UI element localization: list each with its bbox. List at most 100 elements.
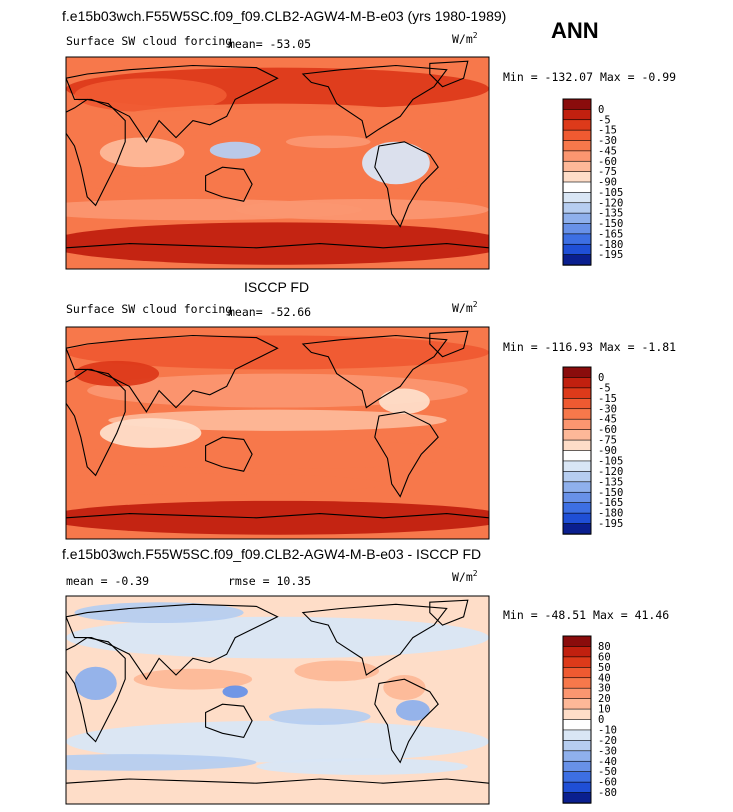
- colorbar-swatch: [562, 677, 592, 689]
- map-panel-3: [65, 595, 490, 805]
- colorbar-swatch: [562, 646, 592, 658]
- panel2-title: Surface SW cloud forcing: [66, 302, 233, 316]
- field-region: [269, 708, 371, 725]
- colorbar-tick-label: -75: [598, 435, 617, 447]
- panel1-mean: mean= -53.05: [228, 37, 312, 51]
- field-region: [87, 439, 468, 470]
- colorbar-swatch: [562, 740, 592, 752]
- coastline: [66, 98, 126, 207]
- colorbar-tick-label: -45: [598, 414, 617, 426]
- coastline: [66, 637, 126, 743]
- colorbar-swatch: [562, 171, 592, 183]
- colorbar-tick-label: -5: [598, 382, 611, 394]
- panel2-minmax: Min = -116.93 Max = -1.81: [503, 340, 677, 354]
- colorbar-tick-label: -195: [598, 518, 623, 530]
- field-region: [108, 103, 447, 138]
- colorbar-tick-label: 30: [598, 683, 611, 695]
- colorbar-tick-label: -45: [598, 145, 617, 157]
- field-region: [74, 360, 160, 387]
- panel3-title: f.e15b03wch.F55W5SC.f09_f09.CLB2-AGW4-M-…: [62, 546, 482, 562]
- coastline: [205, 166, 253, 202]
- colorbar-tick-label: 0: [598, 372, 604, 384]
- colorbar-tick-label: -135: [598, 208, 623, 220]
- map-panel-2: [65, 326, 490, 540]
- colorbar-swatch: [562, 635, 592, 648]
- map-frame: [65, 595, 490, 805]
- colorbar-tick-label: -15: [598, 393, 617, 405]
- field-region: [99, 418, 202, 448]
- colorbar-swatch: [562, 387, 592, 400]
- coastline: [301, 334, 448, 409]
- colorbar-swatch: [562, 708, 592, 721]
- colorbar-swatch: [562, 418, 592, 431]
- colorbar-tick-label: -135: [598, 476, 623, 488]
- colorbar-swatch: [562, 243, 592, 256]
- colorbar-tick-label: -10: [598, 724, 617, 736]
- colorbar-tick-label: -60: [598, 777, 617, 789]
- colorbar-swatch: [562, 450, 592, 462]
- coastline: [205, 703, 253, 739]
- colorbar-tick-label: -165: [598, 228, 623, 240]
- colorbar-1: 0-5-15-30-45-60-75-90-105-120-135-150-16…: [562, 98, 623, 266]
- colorbar-tick-label: -150: [598, 487, 623, 499]
- colorbar-tick-label: -5: [598, 114, 611, 126]
- colorbar-swatch: [562, 140, 592, 152]
- colorbar-tick-label: -165: [598, 497, 623, 509]
- colorbar-tick-label: -90: [598, 177, 617, 189]
- colorbar-swatch: [562, 429, 592, 441]
- field-region: [74, 78, 227, 113]
- field-region: [66, 335, 489, 370]
- panel1-minmax: Min = -132.07 Max = -0.99: [503, 70, 677, 84]
- colorbar-swatch: [562, 502, 592, 514]
- colorbar-swatch: [562, 181, 592, 194]
- colorbar-swatch: [562, 98, 592, 111]
- coastline: [66, 334, 279, 413]
- colorbar-swatch: [562, 398, 592, 410]
- colorbar-swatch: [562, 792, 592, 804]
- field-region: [235, 199, 489, 221]
- coastline: [374, 141, 439, 228]
- colorbar-tick-label: -105: [598, 187, 623, 199]
- colorbar-swatch: [562, 233, 592, 245]
- colorbar-swatch: [562, 109, 592, 121]
- colorbar-tick-label: -15: [598, 125, 617, 137]
- field-region: [285, 135, 371, 149]
- colorbar-swatch: [562, 160, 592, 173]
- colorbar-tick-label: 40: [598, 672, 611, 684]
- colorbar-tick-label: -120: [598, 197, 623, 209]
- map-frame: [65, 56, 490, 270]
- colorbar-swatch: [562, 212, 592, 225]
- colorbar-tick-label: -180: [598, 239, 623, 251]
- colorbar-tick-label: -40: [598, 756, 617, 768]
- coastline: [66, 513, 489, 519]
- field-region: [294, 660, 380, 682]
- coastline: [205, 436, 253, 472]
- field-region: [87, 373, 468, 408]
- colorbar-swatch: [562, 781, 592, 794]
- colorbar-tick-label: 80: [598, 641, 611, 653]
- field-region: [74, 666, 117, 700]
- coastline: [66, 64, 279, 143]
- colorbar-tick-label: -195: [598, 249, 623, 261]
- colorbar-tick-label: -150: [598, 218, 623, 230]
- panel2-label: ISCCP FD: [244, 279, 310, 295]
- colorbar-tick-label: 20: [598, 693, 611, 705]
- map-panel-1: [65, 56, 490, 270]
- colorbar-swatch: [562, 460, 592, 473]
- field-region: [66, 754, 257, 771]
- colorbar-swatch: [562, 202, 592, 214]
- colorbar-swatch: [562, 192, 592, 204]
- colorbar-swatch: [562, 512, 592, 525]
- colorbar-swatch: [562, 119, 592, 131]
- field-region: [133, 668, 253, 690]
- field-region: [395, 700, 430, 721]
- colorbar-swatch: [562, 254, 592, 266]
- colorbar-tick-label: -20: [598, 735, 617, 747]
- colorbar-tick-label: 50: [598, 662, 611, 674]
- coastline: [429, 330, 469, 358]
- panel3-units: W/m2: [452, 569, 478, 584]
- colorbar-tick-label: 0: [598, 104, 604, 116]
- field-region: [66, 720, 489, 763]
